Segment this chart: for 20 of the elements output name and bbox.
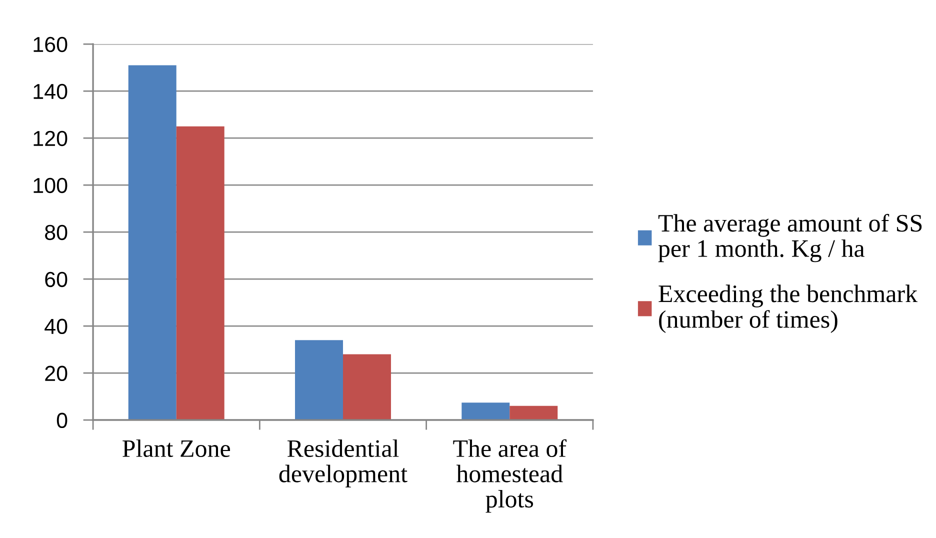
legend-label: The average amount of SS per 1 month. Kg / ha	[658, 214, 922, 262]
x-tick-label: Plant Zone	[122, 439, 230, 458]
bar	[295, 340, 343, 420]
y-tick-label: 60	[45, 272, 68, 288]
y-tick-label: 120	[34, 130, 68, 146]
bar	[510, 406, 558, 420]
y-tick-label: 140	[34, 84, 68, 100]
y-tick-label: 80	[45, 224, 68, 240]
x-tick-label: Residential development	[279, 439, 408, 488]
bar	[462, 402, 510, 420]
y-tick-label: 40	[44, 318, 68, 334]
y-tick-label: 0	[56, 412, 68, 428]
y-tick-label: 160	[34, 36, 68, 52]
x-tick-label: The area of homestead plots	[453, 439, 567, 513]
legend-label: Exceeding the benchmark (number of times)	[658, 284, 918, 333]
y-tick-label: 20	[45, 366, 68, 382]
bar	[342, 354, 391, 420]
y-tick-label: 100	[34, 178, 68, 194]
bar	[176, 126, 224, 420]
bar	[128, 65, 176, 420]
